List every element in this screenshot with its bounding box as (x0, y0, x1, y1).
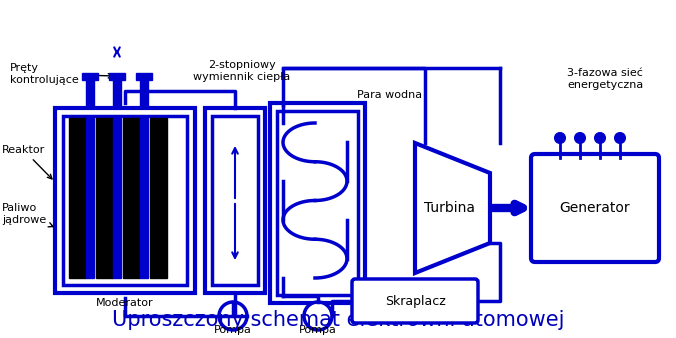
Polygon shape (415, 143, 490, 273)
Bar (82, 73, 98, 80)
Bar (270, 103, 365, 303)
Text: Turbina: Turbina (425, 201, 475, 215)
Text: Pompa: Pompa (299, 325, 337, 335)
Text: 2-stopniowy
wymiennik ciepła: 2-stopniowy wymiennik ciepła (193, 60, 291, 81)
Bar (136, 73, 152, 80)
Bar (86, 118, 94, 278)
Bar (277, 111, 358, 295)
Bar (150, 118, 167, 278)
Bar (86, 80, 94, 108)
Bar (96, 118, 113, 278)
Bar (212, 116, 258, 285)
Text: Uproszczony schemat elektrowni atomowej: Uproszczony schemat elektrowni atomowej (112, 310, 564, 330)
Text: Generator: Generator (560, 201, 630, 215)
FancyBboxPatch shape (352, 279, 478, 323)
Circle shape (219, 302, 247, 330)
Circle shape (304, 302, 332, 330)
Bar (113, 118, 121, 278)
Bar (63, 116, 187, 285)
Bar (109, 73, 125, 80)
Bar (113, 80, 121, 108)
Text: Pręty
kontrolujące: Pręty kontrolujące (10, 64, 113, 85)
FancyBboxPatch shape (531, 154, 659, 262)
Text: Moderator: Moderator (96, 298, 154, 308)
Bar (140, 118, 148, 278)
Circle shape (575, 133, 585, 143)
Text: Skraplacz: Skraplacz (385, 294, 445, 308)
Text: Reaktor: Reaktor (2, 145, 52, 179)
Bar (69, 118, 86, 278)
Circle shape (595, 133, 605, 143)
Circle shape (615, 133, 625, 143)
Bar (205, 108, 265, 293)
Bar (123, 118, 140, 278)
Bar (55, 108, 195, 293)
Text: Paliwo
jądrowe: Paliwo jądrowe (2, 203, 53, 227)
Text: 3-fazowa sieć
energetyczna: 3-fazowa sieć energetyczna (567, 68, 643, 90)
Bar (140, 80, 148, 108)
Text: Pompa: Pompa (214, 325, 252, 335)
Text: Para wodna: Para wodna (358, 90, 422, 100)
Circle shape (555, 133, 565, 143)
